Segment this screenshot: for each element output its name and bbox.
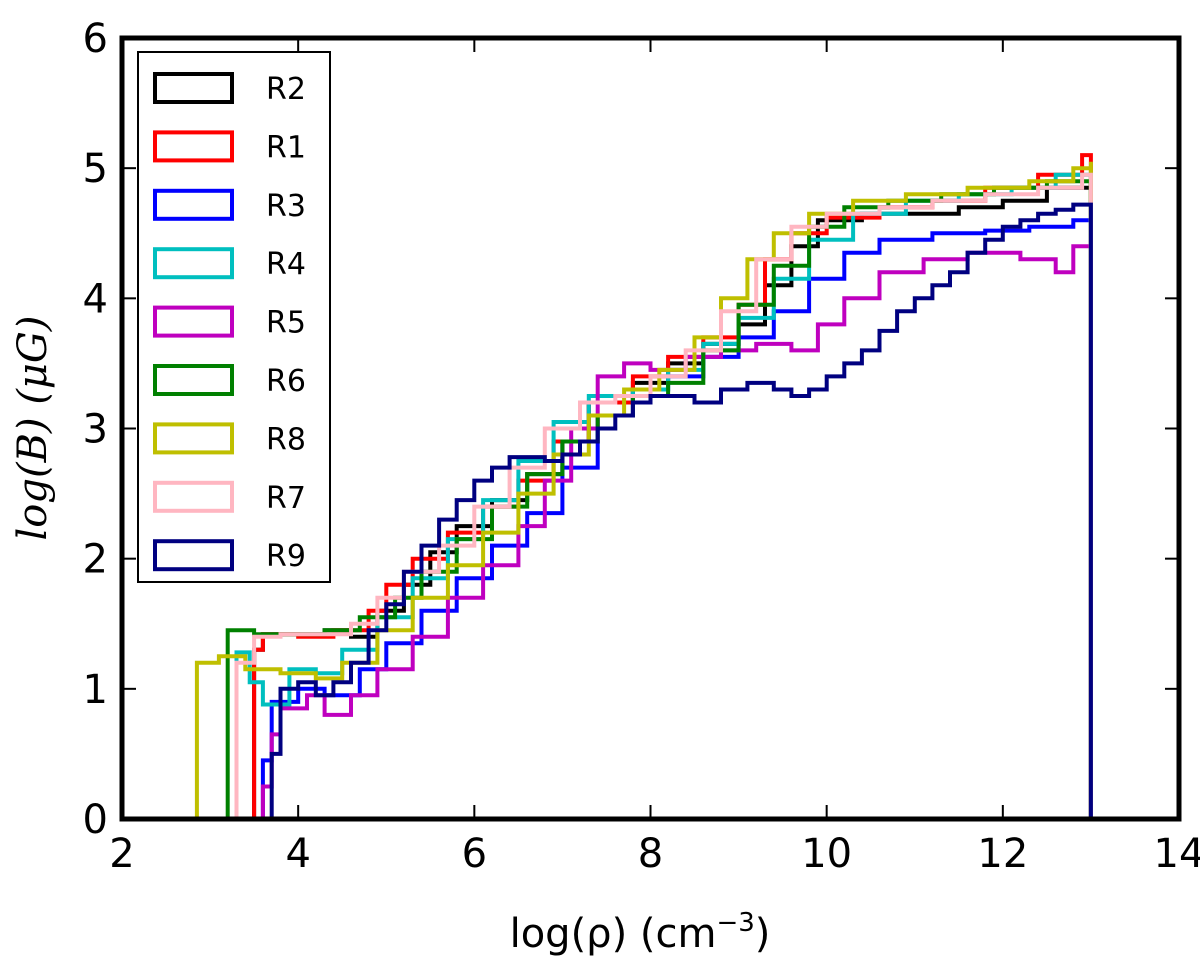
y-tick-label: 5 <box>83 146 108 192</box>
legend-swatch-r2 <box>153 72 234 104</box>
x-tick-label: 6 <box>462 831 487 877</box>
x-axis-label: log(ρ) (cm−3) <box>510 908 771 957</box>
x-tick-label: 12 <box>977 831 1028 877</box>
y-tick-label: 4 <box>83 276 108 322</box>
legend-label-r1: R1 <box>266 130 306 165</box>
x-axis-label-sup: −3 <box>716 908 754 938</box>
legend-swatch-r9 <box>153 539 234 572</box>
legend: R2 R1 R3 R4 R5 R6 R8 R7 R9 <box>137 51 331 583</box>
x-tick-label: 2 <box>109 831 134 877</box>
legend-label-r9: R9 <box>266 539 306 574</box>
legend-label-r8: R8 <box>266 422 306 457</box>
y-tick-label: 2 <box>83 537 108 583</box>
x-tick-label: 8 <box>638 831 663 877</box>
x-tick-label: 14 <box>1154 831 1200 877</box>
legend-label-r2: R2 <box>266 72 306 107</box>
x-tick-label: 10 <box>801 831 852 877</box>
series-line-r4 <box>234 172 1093 819</box>
legend-swatch-r3 <box>153 188 234 221</box>
x-tick-label: 4 <box>285 831 310 877</box>
series-line-r9 <box>269 202 1093 819</box>
legend-swatch-r6 <box>153 364 234 396</box>
legend-label-r6: R6 <box>266 364 306 399</box>
legend-swatch-r8 <box>153 422 234 455</box>
series-layer <box>194 153 1093 819</box>
legend-label-r3: R3 <box>266 189 306 224</box>
x-axis-label-main: log(ρ) (cm <box>510 911 717 957</box>
y-tick-label: 6 <box>83 16 108 62</box>
legend-swatch-r4 <box>153 247 234 280</box>
y-axis-label: log(B) (μG) <box>10 316 56 541</box>
y-tick-label: 3 <box>83 407 108 453</box>
legend-label-r5: R5 <box>266 306 306 341</box>
y-tick-label: 1 <box>83 667 108 713</box>
legend-label-r4: R4 <box>266 247 306 282</box>
x-axis-label-end: ) <box>755 911 771 957</box>
legend-swatch-r5 <box>153 305 234 338</box>
legend-swatch-r7 <box>153 480 234 513</box>
legend-label-r7: R7 <box>266 481 306 516</box>
legend-swatch-r1 <box>153 130 234 163</box>
y-tick-label: 0 <box>83 797 108 843</box>
series-line-r7 <box>234 172 1093 819</box>
